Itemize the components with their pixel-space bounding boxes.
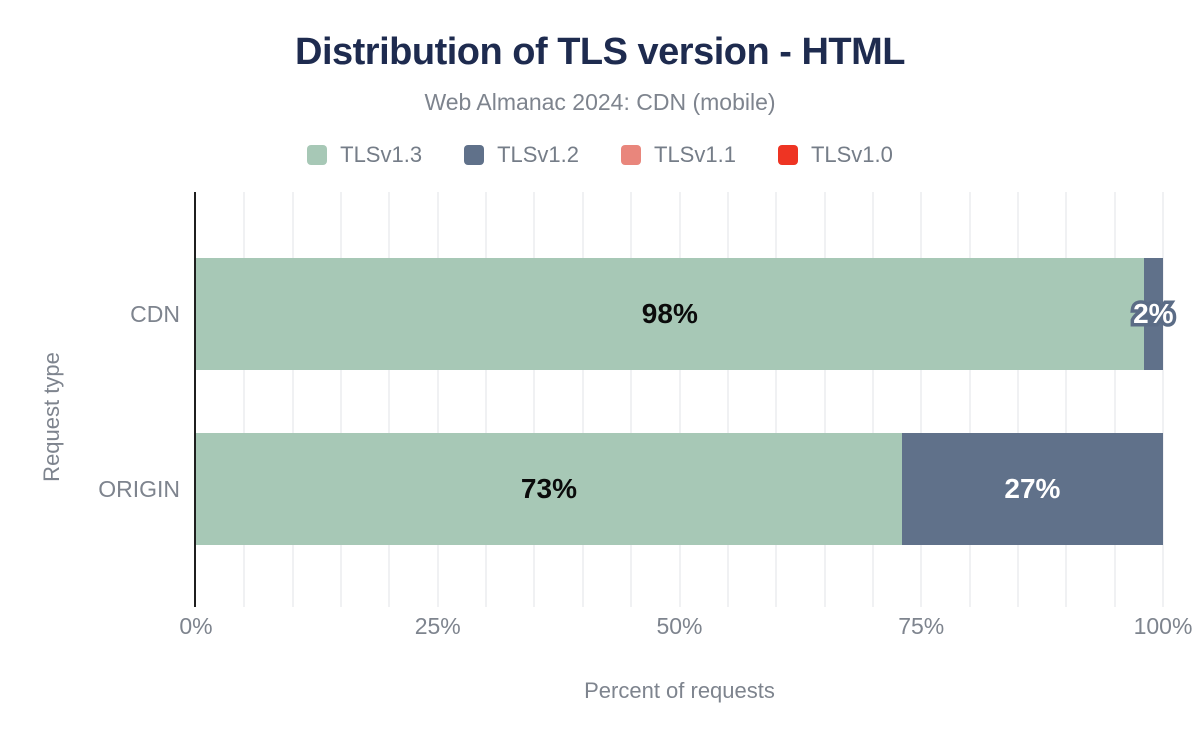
x-tick-label-25: 25% [414, 613, 461, 639]
bar-value-label: 73% [520, 473, 577, 504]
legend-item-label: TLSv1.2 [497, 142, 579, 167]
bar-segment-origin-tlsv1-3[interactable]: 73% [196, 433, 902, 545]
gridline-60 [775, 192, 778, 607]
legend-item-label: TLSv1.1 [654, 142, 736, 167]
x-tick-label-100: 100% [1133, 613, 1193, 639]
legend-swatch-icon [307, 145, 328, 165]
category-label-origin: ORIGIN [98, 476, 180, 502]
bar-value-label: 98% [641, 298, 698, 329]
bar-segment-origin-tlsv1-2[interactable]: 27% [901, 433, 1163, 545]
category-label-cdn: CDN [130, 301, 180, 327]
legend: TLSv1.3 TLSv1.2 TLSv1.1 TLSv1.0 [0, 142, 1200, 168]
legend-item-tlsv1-2[interactable]: TLSv1.2 [464, 142, 579, 168]
bar-row-origin: 73% 27% [196, 433, 1163, 545]
gridline-100 [1162, 192, 1164, 607]
bar-segment-cdn-tlsv1-3[interactable]: 98% [196, 258, 1144, 370]
gridline-45 [630, 192, 633, 607]
legend-swatch-icon [777, 145, 798, 165]
y-axis-line [194, 192, 196, 607]
chart-subtitle: Web Almanac 2024: CDN (mobile) [424, 89, 776, 115]
plot-area: 98% 2% 2% 73% 27% [194, 192, 1177, 607]
gridline-70 [871, 192, 874, 607]
y-axis-title: Request type [39, 352, 64, 482]
bar-row-cdn: 98% 2% 2% [196, 258, 1177, 370]
bar-value-label: 2% 2% [1130, 295, 1178, 333]
gridline-95 [1113, 192, 1116, 607]
x-tick-label-75: 75% [898, 613, 945, 639]
legend-swatch-icon [621, 145, 641, 165]
bar-segment-cdn-tlsv1-2[interactable]: 2% 2% [1130, 258, 1177, 370]
gridline-40 [581, 192, 584, 607]
gridline-50 [678, 192, 681, 607]
chart-title: Distribution of TLS version - HTML [295, 31, 905, 73]
legend-item-tlsv1-1[interactable]: TLSv1.1 [621, 142, 736, 168]
legend-item-label: TLSv1.0 [810, 142, 893, 167]
x-axis-title: Percent of requests [584, 678, 775, 703]
gridline-5 [243, 192, 246, 607]
gridline-80 [968, 192, 971, 607]
gridline-25 [436, 192, 439, 607]
gridline-15 [340, 192, 343, 607]
legend-swatch-icon [464, 145, 485, 165]
bar-value-label: 27% [1004, 473, 1061, 504]
x-tick-label-50: 50% [656, 613, 703, 639]
legend-item-tlsv1-3[interactable]: TLSv1.3 [307, 142, 422, 168]
gridline-65 [823, 192, 826, 607]
gridline-90 [1065, 192, 1068, 607]
gridline-85 [1016, 192, 1019, 607]
gridline-20 [388, 192, 391, 607]
gridline-75 [920, 192, 923, 607]
category-axis-labels: CDN ORIGIN [0, 192, 180, 607]
gridline-30 [485, 192, 488, 607]
legend-item-tlsv1-0[interactable]: TLSv1.0 [777, 142, 893, 168]
gridline-10 [291, 192, 294, 607]
gridline-35 [533, 192, 536, 607]
legend-item-label: TLSv1.3 [340, 142, 423, 167]
gridline-55 [726, 192, 729, 607]
x-tick-label-0: 0% [179, 613, 213, 639]
x-axis-tick-labels: 0% 25% 50% 75% 100% [179, 613, 1192, 641]
